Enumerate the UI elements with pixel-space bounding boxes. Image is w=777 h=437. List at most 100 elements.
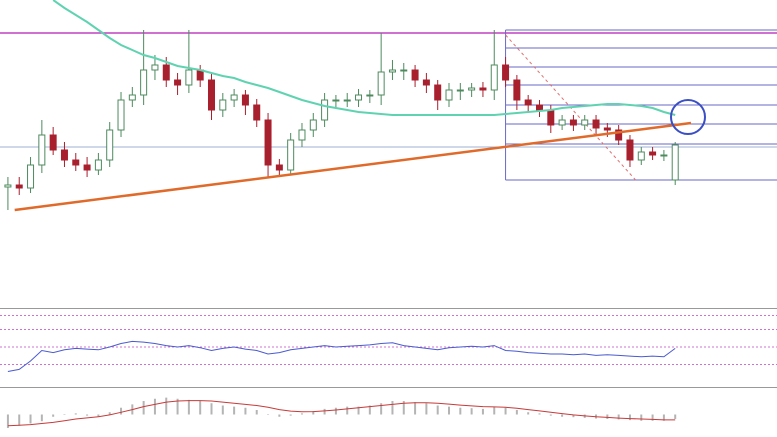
candle-body: [355, 94, 363, 101]
histogram-bar: [640, 414, 643, 421]
histogram-bar: [402, 401, 405, 415]
trend-line: [14, 121, 692, 212]
candle-body: [637, 151, 645, 161]
candle-body: [502, 64, 510, 81]
candle-body: [117, 99, 125, 131]
candle-body: [162, 64, 170, 81]
histogram-bar: [199, 401, 202, 415]
histogram-bar: [357, 406, 360, 415]
candle-body: [603, 127, 611, 131]
candle-body: [490, 64, 498, 91]
histogram-bar: [572, 414, 575, 418]
candle-body: [649, 151, 657, 156]
candle-body: [671, 144, 679, 181]
candle-body: [287, 139, 295, 171]
highlight-circle: [670, 99, 706, 135]
candle-body: [264, 119, 272, 166]
plot-layers: [0, 0, 777, 428]
histogram-bar: [662, 414, 665, 421]
candle-body: [94, 159, 102, 171]
candle-body: [219, 99, 227, 111]
histogram-bar: [63, 414, 66, 415]
candle-body: [366, 94, 374, 97]
histogram-bar: [267, 414, 270, 415]
histogram-bar: [606, 414, 609, 419]
candle-body: [241, 94, 249, 106]
histogram-bar: [628, 414, 631, 421]
histogram-bar: [6, 414, 9, 428]
histogram-bar: [278, 414, 281, 417]
histogram-bar: [97, 414, 100, 417]
histogram-bar: [414, 402, 417, 415]
candle-body: [388, 69, 396, 73]
candle-body: [535, 104, 543, 111]
candle-body: [456, 89, 464, 92]
candle-body: [547, 109, 555, 126]
histogram-bar: [74, 413, 77, 415]
candle-body: [343, 99, 351, 102]
histogram-bar: [391, 401, 394, 415]
candle-body: [106, 129, 114, 161]
candle-body: [660, 154, 668, 157]
histogram-bar: [312, 411, 315, 415]
candle-body: [309, 119, 317, 131]
candle-body: [83, 164, 91, 171]
signal-line: [7, 400, 676, 427]
candle-body: [468, 87, 476, 91]
candle-body: [140, 69, 148, 96]
histogram-bar: [617, 414, 620, 420]
histogram-bar: [470, 408, 473, 415]
candle-body: [298, 129, 306, 141]
candle-body: [400, 69, 408, 72]
histogram-bar: [674, 414, 677, 419]
candle-body: [275, 164, 283, 171]
histogram-bar: [323, 408, 326, 415]
histogram-bar: [334, 407, 337, 415]
candle-body: [321, 99, 329, 121]
histogram-bar: [108, 412, 111, 415]
candle-body: [592, 119, 600, 129]
histogram-bar: [436, 405, 439, 415]
histogram-bar: [187, 399, 190, 415]
candle-body: [513, 79, 521, 101]
candle-body: [38, 134, 46, 166]
histogram-bar: [165, 397, 168, 415]
candle-body: [434, 84, 442, 101]
candle-body: [15, 184, 23, 189]
candle-body: [524, 99, 532, 106]
candle-body: [128, 94, 136, 101]
histogram-bar: [289, 414, 292, 416]
histogram-bar: [549, 414, 552, 416]
histogram-bar: [515, 410, 518, 415]
histogram-bar: [176, 398, 179, 415]
histogram-bar: [380, 403, 383, 415]
candle-body: [422, 79, 430, 86]
candle-body: [569, 119, 577, 126]
candle-body: [174, 79, 182, 86]
histogram-bar: [52, 414, 55, 417]
histogram-bar: [425, 403, 428, 415]
candle-body: [72, 159, 80, 166]
histogram-bar: [504, 407, 507, 415]
moving-average: [52, 0, 676, 116]
histogram-bar: [300, 413, 303, 415]
histogram-bar: [448, 406, 451, 415]
candle-body: [377, 71, 385, 96]
histogram-bar: [368, 405, 371, 415]
histogram-bar: [86, 414, 89, 416]
rsi-line: [7, 340, 676, 372]
histogram-bar: [221, 405, 224, 415]
candle-body: [207, 79, 215, 111]
histogram-bar: [459, 407, 462, 415]
candle-body: [626, 139, 634, 161]
candle-body: [151, 64, 159, 71]
histogram-bar: [481, 408, 484, 415]
histogram-bar: [233, 406, 236, 415]
candle-body: [581, 119, 589, 126]
candle-body: [49, 134, 57, 151]
histogram-bar: [493, 406, 496, 415]
candle-body: [4, 184, 12, 188]
histogram-bar: [561, 414, 564, 417]
